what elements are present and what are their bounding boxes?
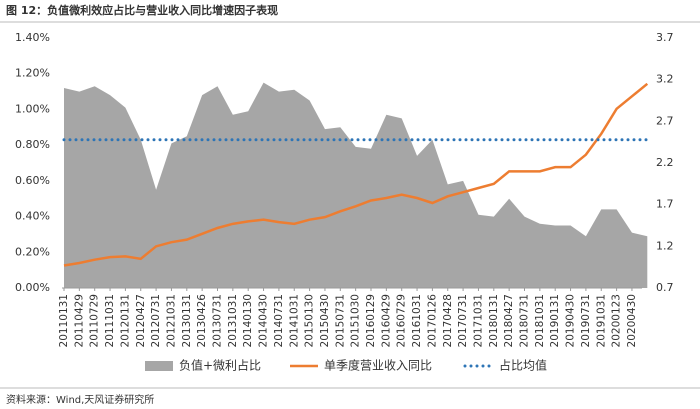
x-tick-label: 20110729 xyxy=(89,294,101,347)
x-tick-label: 20141031 xyxy=(288,294,300,347)
y-tick-label: 1.40% xyxy=(15,31,50,44)
y-tick-label: 0.80% xyxy=(15,138,50,151)
x-tick-label: 20170126 xyxy=(426,294,438,348)
x-tick-label: 20171031 xyxy=(472,294,484,347)
x-tick-label: 20170428 xyxy=(442,294,454,347)
x-tick-label: 20111031 xyxy=(104,294,116,347)
x-tick-label: 20181031 xyxy=(534,294,546,347)
x-tick-label: 20120427 xyxy=(135,294,147,347)
source-note: 资料来源：Wind,天风证券研究所 xyxy=(6,393,154,406)
x-tick-label: 20130131 xyxy=(181,294,193,347)
x-tick-label: 20180427 xyxy=(503,294,515,347)
y2-tick-label: 2.7 xyxy=(656,114,674,127)
x-tick-label: 20150430 xyxy=(319,294,331,347)
x-tick-label: 20190131 xyxy=(549,294,561,347)
x-tick-label: 20150731 xyxy=(334,294,346,347)
x-tick-label: 20130426 xyxy=(196,294,208,348)
y-tick-label: 0.60% xyxy=(15,174,50,187)
legend-label: 占比均值 xyxy=(499,358,547,373)
x-tick-label: 20120731 xyxy=(150,294,162,347)
y2-tick-label: 2.2 xyxy=(656,156,674,169)
x-tick-label: 20180731 xyxy=(519,294,531,347)
x-tick-label: 20160729 xyxy=(396,294,408,347)
y2-tick-label: 1.2 xyxy=(656,239,674,252)
legend-label: 负值+微利占比 xyxy=(179,358,261,373)
y2-tick-label: 1.7 xyxy=(656,198,674,211)
y-tick-label: 0.20% xyxy=(15,245,50,258)
y-tick-label: 1.00% xyxy=(15,102,50,115)
x-tick-label: 20200430 xyxy=(626,294,638,347)
x-tick-label: 20121031 xyxy=(165,294,177,347)
legend-label: 单季度营业收入同比 xyxy=(324,358,432,373)
x-tick-label: 20151030 xyxy=(350,294,362,347)
x-tick-label: 20150130 xyxy=(304,294,316,347)
line xyxy=(63,82,649,267)
y-tick-label: 1.20% xyxy=(15,67,50,80)
chart-title: 图 12：负值微利效应占比与营业收入同比增速因子表现 xyxy=(6,3,278,17)
y2-tick-label: 3.2 xyxy=(656,73,674,86)
x-tick-label: 20191031 xyxy=(595,294,607,347)
y-tick-label: 0.00% xyxy=(15,281,50,294)
x-tick-label: 20170731 xyxy=(457,294,469,347)
x-tick-label: 20110131 xyxy=(58,294,70,347)
x-tick-label: 20160429 xyxy=(380,294,392,347)
y-tick-label: 0.40% xyxy=(15,210,50,223)
legend-swatch xyxy=(145,361,173,371)
x-tick-label: 20110429 xyxy=(73,294,85,347)
area xyxy=(64,82,648,289)
x-tick-label: 20130731 xyxy=(212,294,224,347)
y2-tick-label: 3.7 xyxy=(656,31,674,44)
x-tick-label: 20140430 xyxy=(258,294,270,347)
x-tick-label: 20120131 xyxy=(119,294,131,347)
y2-tick-label: 0.7 xyxy=(656,281,674,294)
x-tick-label: 20161031 xyxy=(411,294,423,347)
x-tick-label: 20180131 xyxy=(488,294,500,347)
x-tick-label: 20131031 xyxy=(227,294,239,347)
x-tick-label: 20140731 xyxy=(273,294,285,347)
x-tick-label: 20140130 xyxy=(242,294,254,347)
x-tick-label: 20160129 xyxy=(365,294,377,347)
x-tick-label: 20190430 xyxy=(565,294,577,347)
x-tick-label: 20190731 xyxy=(580,294,592,347)
x-tick-label: 20200123 xyxy=(611,294,623,347)
